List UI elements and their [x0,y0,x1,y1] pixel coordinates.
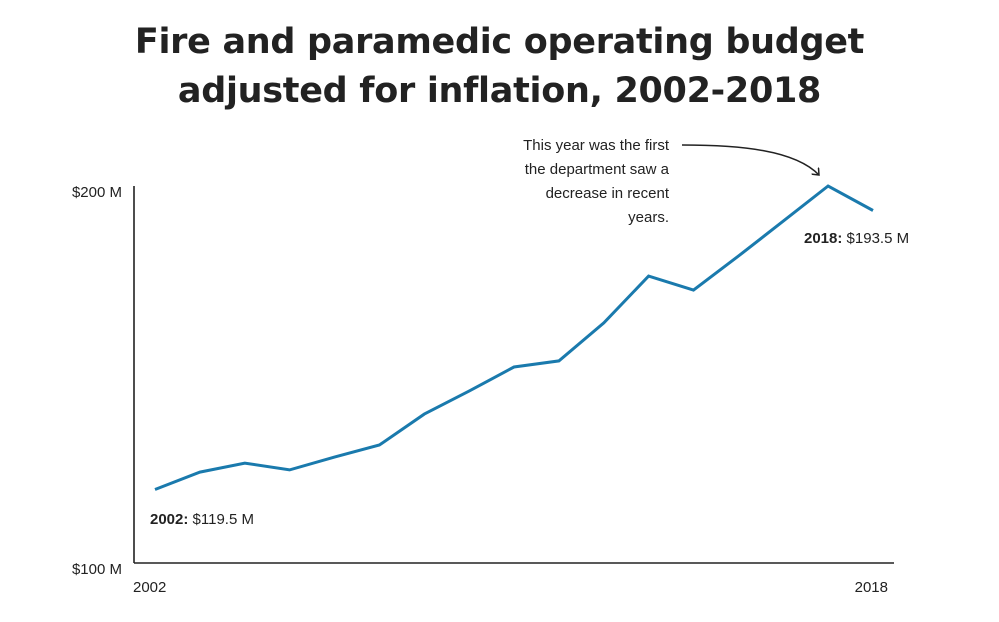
x-tick-label-start: 2002 [133,579,166,596]
y-tick-label-top: $200 M [72,184,122,201]
annotation-line-2: the department saw a [525,161,670,178]
annotation-arrow-icon [681,144,819,175]
data-label-end-year: 2018: [804,230,842,247]
data-label-end: 2018: $193.5 M [804,230,909,247]
annotation: This year was the first the department s… [523,137,819,226]
data-label-start-value: $119.5 M [188,511,254,528]
data-label-start: 2002: $119.5 M [150,511,254,528]
annotation-line-4: years. [628,209,669,226]
y-tick-label-bottom: $100 M [72,561,122,578]
chart-title: Fire and paramedic operating budget adju… [0,18,999,116]
annotation-line-1: This year was the first [523,137,670,154]
data-label-end-value: $193.5 M [842,230,909,247]
chart-title-line-2: adjusted for inflation, 2002-2018 [177,71,822,111]
x-tick-label-end: 2018 [855,579,888,596]
annotation-line-3: decrease in recent [546,185,670,202]
data-label-start-year: 2002: [150,511,188,528]
series-line [154,184,874,491]
chart-title-line-1: Fire and paramedic operating budget [134,22,865,62]
